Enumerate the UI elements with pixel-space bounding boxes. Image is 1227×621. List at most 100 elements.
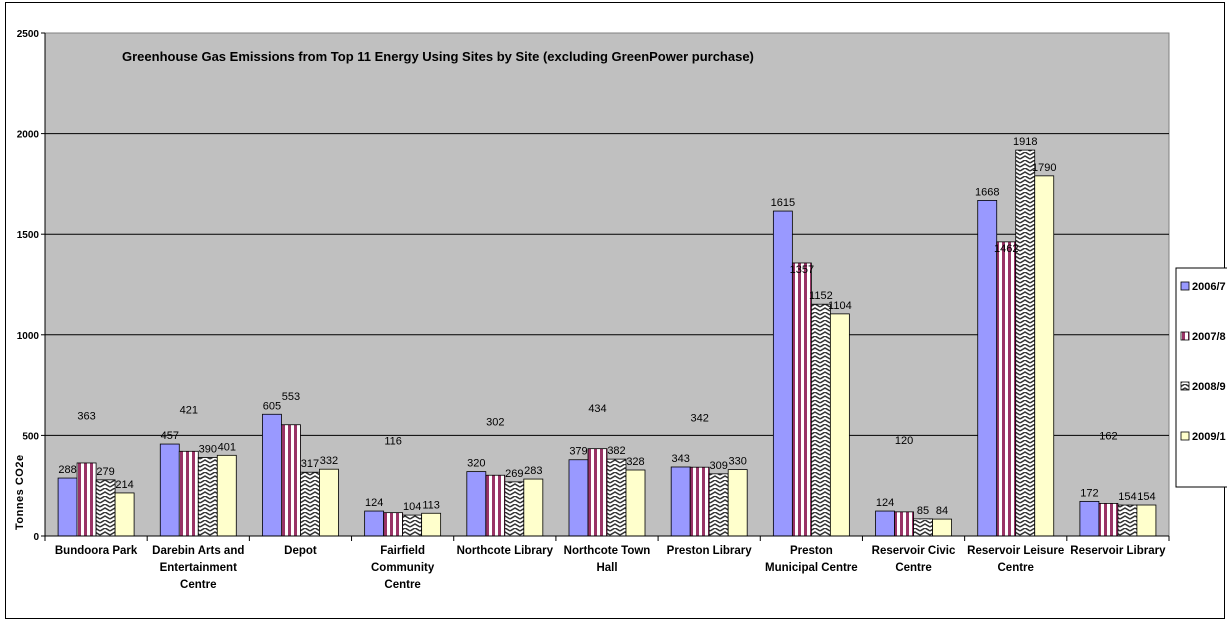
- data-label: 124: [876, 497, 894, 509]
- data-label: 1104: [828, 300, 852, 312]
- bars: [57, 149, 1157, 537]
- x-tick-label-line: Centre: [384, 579, 420, 591]
- data-label: 553: [282, 391, 300, 403]
- x-tick-label-line: Darebin Arts and: [152, 545, 244, 557]
- data-label: 390: [199, 444, 217, 456]
- x-tick-label-line: Centre: [998, 562, 1034, 574]
- y-tick-label: 0: [33, 532, 39, 543]
- data-label: 84: [936, 505, 948, 517]
- data-label: 1615: [771, 197, 795, 209]
- x-tick-label: Depot: [284, 545, 317, 557]
- data-label: 1790: [1032, 162, 1056, 174]
- legend-swatch: [1180, 281, 1190, 291]
- bar: [670, 466, 691, 537]
- bar: [466, 471, 487, 537]
- data-label: 302: [486, 416, 504, 428]
- data-label: 382: [607, 445, 625, 457]
- data-label: 421: [180, 404, 198, 416]
- x-tick-label: Fairfield Community Centre: [371, 545, 435, 591]
- legend-label: 2007/8: [1192, 331, 1226, 343]
- data-label: 116: [384, 435, 402, 447]
- data-label: 269: [505, 468, 523, 480]
- data-label: 120: [895, 435, 913, 447]
- data-label: 154: [1137, 491, 1155, 503]
- bar: [727, 469, 748, 537]
- data-label: 85: [917, 505, 929, 517]
- bar: [421, 512, 442, 537]
- data-label: 401: [218, 441, 236, 453]
- x-tick-label-line: Northcote Town: [564, 545, 651, 557]
- bar: [772, 210, 793, 537]
- y-tick-label: 1500: [17, 230, 40, 241]
- legend-box: [1175, 267, 1227, 488]
- legend-label: 2006/7: [1192, 281, 1226, 293]
- data-label: 434: [588, 403, 606, 415]
- data-label: 172: [1080, 487, 1098, 499]
- y-tick-label: 2000: [17, 130, 40, 141]
- data-label: 1918: [1013, 136, 1037, 148]
- axes: 0 500 1000 1500 2000 2500 Bundoora Park Darebin…: [17, 29, 1170, 591]
- x-tick-label-line: Reservoir Library: [1070, 545, 1166, 557]
- data-label: 330: [729, 456, 747, 468]
- x-tick-label-line: Centre: [895, 562, 931, 574]
- data-label: 1462: [994, 243, 1018, 255]
- x-tick-label-line: Northcote Library: [457, 545, 554, 557]
- x-tick-label-line: Preston Library: [667, 545, 753, 557]
- x-tick-label: Reservoir Leisure Centre: [967, 545, 1064, 574]
- data-label: 328: [626, 456, 644, 468]
- data-label: 342: [691, 412, 709, 424]
- bar: [829, 313, 850, 537]
- legend-swatch: [1180, 331, 1190, 341]
- bar: [1136, 504, 1157, 537]
- bar: [689, 466, 710, 537]
- bar: [875, 510, 895, 537]
- bar: [178, 450, 199, 537]
- legend-label: 2008/9: [1192, 381, 1226, 393]
- bar: [300, 471, 320, 537]
- data-label: 162: [1099, 431, 1117, 443]
- x-tick-label-line: Reservoir Civic: [872, 545, 956, 557]
- bar: [1034, 175, 1055, 537]
- x-tick-label-line: Community: [371, 562, 435, 574]
- x-tick-label-line: Bundoora Park: [55, 545, 138, 557]
- bar: [197, 457, 218, 537]
- bar: [57, 477, 78, 537]
- bar: [587, 448, 608, 537]
- bar: [504, 481, 525, 537]
- x-tick-label-line: Municipal Centre: [765, 562, 858, 574]
- data-label: 457: [161, 430, 179, 442]
- bar: [894, 511, 914, 537]
- bar: [1098, 503, 1119, 537]
- legend-swatch: [1180, 431, 1190, 441]
- data-label: 288: [58, 464, 76, 476]
- data-label: 283: [524, 465, 542, 477]
- data-label: 214: [115, 479, 133, 491]
- x-tick-label: Bundoora Park: [55, 545, 138, 557]
- y-tick-label: 2500: [17, 29, 40, 40]
- bar: [216, 454, 237, 537]
- data-label: 1668: [975, 186, 999, 198]
- x-tick-label-line: Entertainment: [160, 562, 237, 574]
- data-label: 154: [1118, 491, 1136, 503]
- data-label: 605: [263, 400, 281, 412]
- bar: [281, 424, 301, 537]
- x-tick-label: Reservoir Library: [1070, 545, 1166, 557]
- legend-label: 2009/1: [1192, 431, 1226, 443]
- bar: [95, 479, 116, 537]
- bar: [913, 518, 933, 537]
- legend: 2006/7 2007/8 2008/9 2009/1: [1175, 267, 1227, 488]
- bar: [996, 241, 1017, 537]
- x-tick-label-line: Reservoir Leisure: [967, 545, 1064, 557]
- data-label: 124: [365, 497, 383, 509]
- x-tick-label-line: Fairfield: [380, 545, 425, 557]
- data-label: 1357: [790, 264, 814, 276]
- x-tick-label-line: Hall: [596, 562, 617, 574]
- bar: [319, 468, 339, 537]
- data-label: 279: [96, 466, 114, 478]
- bar: [159, 443, 180, 537]
- x-tick-label: Northcote Library: [457, 545, 554, 557]
- bar: [364, 510, 385, 537]
- bar: [932, 518, 952, 537]
- bar: [76, 462, 97, 537]
- chart-title: Greenhouse Gas Emissions from Top 11 Ene…: [122, 49, 754, 64]
